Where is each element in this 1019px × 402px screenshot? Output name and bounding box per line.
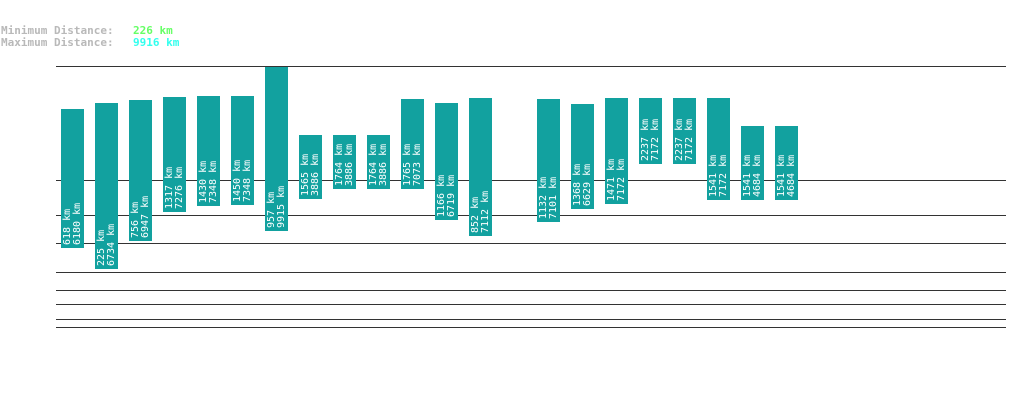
min-distance-data-label: 852 km xyxy=(470,197,481,233)
max-distance-data-label: 7172 km xyxy=(650,119,661,161)
range-bar xyxy=(95,103,118,269)
min-distance-data-label: 1541 km xyxy=(776,155,787,197)
max-distance-data-label: 7073 km xyxy=(412,144,423,186)
min-distance-data-label: 1317 km xyxy=(164,167,175,209)
max-distance-data-label: 7172 km xyxy=(616,159,627,201)
min-distance-data-label: 2237 km xyxy=(674,119,685,161)
range-bar-group: 1430 km 7348 km xyxy=(197,96,220,206)
min-distance-data-label: 1541 km xyxy=(742,155,753,197)
max-distance-label: Maximum Distance: xyxy=(1,36,114,49)
range-bar xyxy=(741,126,764,200)
range-bar-group: 618 km 6180 km xyxy=(61,109,84,248)
min-distance-data-label: 1541 km xyxy=(708,155,719,197)
range-bar xyxy=(673,98,696,164)
min-distance-data-label: 1471 km xyxy=(606,159,617,201)
range-bar-group: 1541 km 7172 km xyxy=(707,98,730,200)
range-bar-group: 852 km 7112 km xyxy=(469,98,492,236)
max-distance-data-label: 6734 km xyxy=(106,224,117,266)
min-distance-value: 226 km xyxy=(133,24,173,37)
min-distance-data-label: 225 km xyxy=(96,230,107,266)
range-bar xyxy=(265,67,288,231)
max-distance-data-label: 7112 km xyxy=(480,191,491,233)
range-bar xyxy=(231,96,254,205)
min-distance-label: Minimum Distance: xyxy=(1,24,114,37)
min-distance-data-label: 1430 km xyxy=(198,161,209,203)
min-distance-data-label: 957 km xyxy=(266,192,277,228)
range-bar-group: 1565 km 3886 km xyxy=(299,135,322,199)
max-distance-data-label: 6629 km xyxy=(582,164,593,206)
range-bars: 618 km 6180 km 225 km 6734 km 756 km 6947 km 1… xyxy=(61,67,798,269)
max-distance-data-label: 3886 km xyxy=(310,154,321,196)
range-bar xyxy=(537,99,560,222)
range-bar xyxy=(571,104,594,209)
min-distance-data-label: 1565 km xyxy=(300,154,311,196)
min-distance-data-label: 1765 km xyxy=(402,144,413,186)
range-bar-group: 1317 km 7276 km xyxy=(163,97,186,212)
distance-summary: Minimum Distance: 226 km Maximum Distance… xyxy=(1,25,179,49)
range-bar xyxy=(707,98,730,200)
range-bar-group: 1764 km 3886 km xyxy=(367,135,390,189)
range-bar-group: 957 km 9915 km xyxy=(265,67,288,231)
range-bar xyxy=(401,99,424,189)
range-bar-group: 1132 km 7101 km xyxy=(537,99,560,222)
max-distance-row: Maximum Distance: 9916 km xyxy=(1,37,179,49)
range-bar-group: 1541 km 4684 km xyxy=(741,126,764,200)
range-bar xyxy=(435,103,458,220)
min-distance-data-label: 1450 km xyxy=(232,160,243,202)
max-distance-data-label: 7348 km xyxy=(242,160,253,202)
max-distance-data-label: 7172 km xyxy=(684,119,695,161)
max-distance-data-label: 4684 km xyxy=(752,155,763,197)
range-bar-group: 1764 km 3886 km xyxy=(333,135,356,189)
range-bar-group: 1471 km 7172 km xyxy=(605,98,628,204)
range-bar-group: 2237 km 7172 km xyxy=(639,98,662,164)
min-distance-data-label: 618 km xyxy=(62,209,73,245)
reference-lines xyxy=(56,66,1006,328)
range-bar xyxy=(639,98,662,164)
max-distance-data-label: 4684 km xyxy=(786,155,797,197)
max-distance-value: 9916 km xyxy=(133,36,180,49)
range-bar-group: 2237 km 7172 km xyxy=(673,98,696,164)
min-distance-row: Minimum Distance: 226 km xyxy=(1,25,179,37)
range-bar xyxy=(197,96,220,206)
max-distance-data-label: 6180 km xyxy=(72,203,83,245)
min-distance-data-label: 756 km xyxy=(130,202,141,238)
range-bar-group: 225 km 6734 km xyxy=(95,103,118,269)
range-bar xyxy=(61,109,84,248)
min-distance-data-label: 1764 km xyxy=(368,144,379,186)
min-distance-data-label: 1764 km xyxy=(334,144,345,186)
range-bar xyxy=(469,98,492,236)
min-distance-data-label: 1132 km xyxy=(538,177,549,219)
max-distance-data-label: 3886 km xyxy=(378,144,389,186)
max-distance-data-label: 7101 km xyxy=(548,177,559,219)
range-bar-group: 756 km 6947 km xyxy=(129,100,152,241)
range-bar xyxy=(605,98,628,204)
range-bar-group: 1450 km 7348 km xyxy=(231,96,254,205)
range-bar xyxy=(367,135,390,189)
max-distance-data-label: 7276 km xyxy=(174,167,185,209)
max-distance-data-label: 6947 km xyxy=(140,196,151,238)
max-distance-data-label: 7172 km xyxy=(718,155,729,197)
max-distance-data-label: 3886 km xyxy=(344,144,355,186)
range-bar xyxy=(299,135,322,199)
range-bar-group: 1765 km 7073 km xyxy=(401,99,424,189)
max-distance-data-label: 9915 km xyxy=(276,186,287,228)
min-distance-data-label: 2237 km xyxy=(640,119,651,161)
max-distance-data-label: 7348 km xyxy=(208,161,219,203)
range-bar xyxy=(775,126,798,200)
range-bar-group: 1368 km 6629 km xyxy=(571,104,594,209)
range-bar xyxy=(333,135,356,189)
range-bar xyxy=(163,97,186,212)
min-distance-data-label: 1368 km xyxy=(572,164,583,206)
max-distance-data-label: 6719 km xyxy=(446,175,457,217)
range-bar-group: 1166 km 6719 km xyxy=(435,103,458,220)
min-distance-data-label: 1166 km xyxy=(436,175,447,217)
range-bar-group: 1541 km 4684 km xyxy=(775,126,798,200)
range-bar xyxy=(129,100,152,241)
